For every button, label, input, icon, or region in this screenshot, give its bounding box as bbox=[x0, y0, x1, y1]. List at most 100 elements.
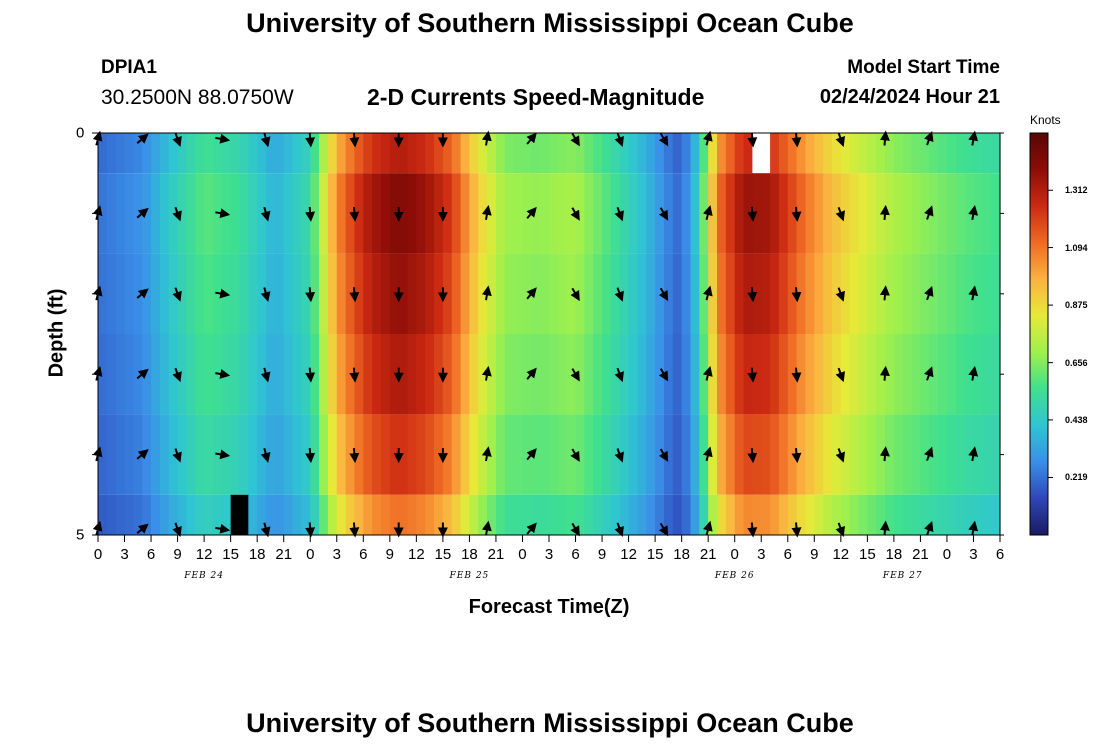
heatmap-cell bbox=[690, 414, 700, 495]
heatmap-cell bbox=[982, 133, 992, 174]
heatmap-cell bbox=[663, 253, 674, 334]
heatmap-cell bbox=[946, 334, 957, 415]
heatmap-cell bbox=[549, 173, 559, 254]
heatmap-cell bbox=[840, 253, 851, 334]
model-start-time: 02/24/2024 Hour 21 bbox=[819, 86, 1000, 108]
heatmap-cell bbox=[451, 414, 462, 495]
heatmap-cell bbox=[451, 334, 462, 415]
current-arrow bbox=[791, 206, 802, 222]
colorbar-gradient bbox=[1029, 132, 1049, 536]
heatmap-cell bbox=[982, 173, 992, 254]
heatmap-cell bbox=[115, 334, 126, 415]
heatmap-cell bbox=[336, 173, 347, 254]
heatmap-cell bbox=[690, 253, 700, 334]
heatmap-cell bbox=[186, 173, 196, 254]
heatmap-cell bbox=[460, 334, 471, 415]
current-arrow bbox=[658, 287, 669, 302]
current-arrow bbox=[658, 207, 669, 221]
x-tick-label: 0 bbox=[942, 546, 952, 563]
heatmap-cell bbox=[504, 334, 515, 415]
colorbar-tick-label: 0.438 bbox=[1065, 414, 1088, 425]
heatmap-cell bbox=[186, 334, 196, 415]
heatmap-cell bbox=[663, 334, 674, 415]
current-arrow bbox=[924, 285, 934, 301]
x-tick-label: 15 bbox=[646, 546, 664, 563]
heatmap-cell bbox=[398, 494, 409, 535]
chart-subtitle: 2-D Currents Speed-Magnitude bbox=[367, 84, 705, 110]
heatmap-cell bbox=[239, 133, 249, 174]
heatmap-cell bbox=[584, 414, 594, 495]
heatmap-cell bbox=[319, 133, 329, 174]
heatmap-cell bbox=[292, 334, 302, 415]
x-tick-label: 6 bbox=[146, 546, 156, 563]
heatmap-cell bbox=[186, 494, 196, 535]
heatmap-cell bbox=[230, 334, 241, 415]
current-arrow bbox=[172, 367, 182, 383]
current-arrows bbox=[92, 130, 979, 538]
heatmap-cell bbox=[283, 334, 294, 415]
current-arrow bbox=[570, 368, 580, 382]
heatmap-cell bbox=[469, 173, 479, 254]
heatmap-cell bbox=[283, 253, 294, 334]
heatmap-cell bbox=[504, 414, 515, 495]
heatmap-cell bbox=[602, 334, 612, 415]
heatmap-cell bbox=[911, 253, 922, 334]
heatmap-cell bbox=[761, 133, 771, 174]
heatmap-cell bbox=[929, 133, 939, 174]
colorbar-tick-label: 0.656 bbox=[1065, 357, 1088, 368]
heatmap-cell bbox=[522, 494, 532, 535]
heatmap-cell bbox=[469, 334, 479, 415]
current-arrow bbox=[215, 523, 231, 534]
heatmap-cell bbox=[619, 253, 630, 334]
current-arrow bbox=[305, 367, 316, 383]
heatmap-cell bbox=[557, 334, 568, 415]
heatmap-cell bbox=[557, 253, 568, 334]
heatmap-cell bbox=[124, 173, 134, 254]
heatmap-cell bbox=[991, 133, 1001, 174]
current-arrow bbox=[215, 369, 231, 379]
station-id: DPIA1 bbox=[101, 57, 157, 78]
x-tick-label: 6 bbox=[359, 546, 368, 563]
heatmap-cell bbox=[885, 494, 895, 535]
current-arrow bbox=[702, 446, 713, 462]
heatmap-cell bbox=[442, 414, 453, 495]
heatmap-cell bbox=[380, 414, 391, 495]
heatmap-cell bbox=[725, 253, 736, 334]
current-arrow bbox=[481, 446, 492, 462]
heatmap-cell bbox=[575, 173, 585, 254]
heatmap-cell bbox=[717, 173, 727, 254]
heatmap-cell bbox=[734, 173, 745, 254]
heatmap-cell bbox=[946, 494, 957, 535]
heatmap-cell bbox=[717, 334, 727, 415]
heatmap-cell bbox=[911, 133, 922, 174]
heatmap-cell bbox=[540, 334, 550, 415]
heatmap-cell bbox=[946, 414, 957, 495]
heatmap-cell bbox=[805, 334, 815, 415]
heatmap-cell bbox=[416, 173, 426, 254]
current-arrow bbox=[968, 446, 979, 462]
current-arrow bbox=[215, 133, 231, 144]
current-arrow bbox=[968, 520, 979, 536]
current-arrow bbox=[747, 206, 758, 222]
heatmap-cell bbox=[593, 173, 603, 254]
heatmap-cell bbox=[902, 173, 913, 254]
heatmap-cell bbox=[991, 173, 1001, 254]
current-arrow bbox=[791, 522, 802, 538]
heatmap-cell bbox=[115, 173, 126, 254]
heatmap-cell bbox=[681, 494, 692, 535]
heatmap-cell bbox=[372, 173, 382, 254]
heatmap-cell bbox=[372, 133, 382, 174]
heatmap-cell bbox=[593, 414, 603, 495]
x-tick-label: 0 bbox=[93, 546, 103, 563]
heatmap-cell bbox=[725, 414, 736, 495]
heatmap-cell bbox=[584, 494, 594, 535]
heatmap-cell bbox=[495, 253, 506, 334]
heatmap-cell bbox=[133, 494, 143, 535]
heatmap-cell bbox=[646, 334, 656, 415]
heatmap-cell bbox=[380, 494, 391, 535]
x-tick-label: 6 bbox=[995, 546, 1005, 563]
heatmap-cell bbox=[982, 494, 992, 535]
heatmap-cell bbox=[681, 133, 692, 174]
heatmap-cell bbox=[345, 494, 356, 535]
heatmap-cell bbox=[991, 253, 1001, 334]
